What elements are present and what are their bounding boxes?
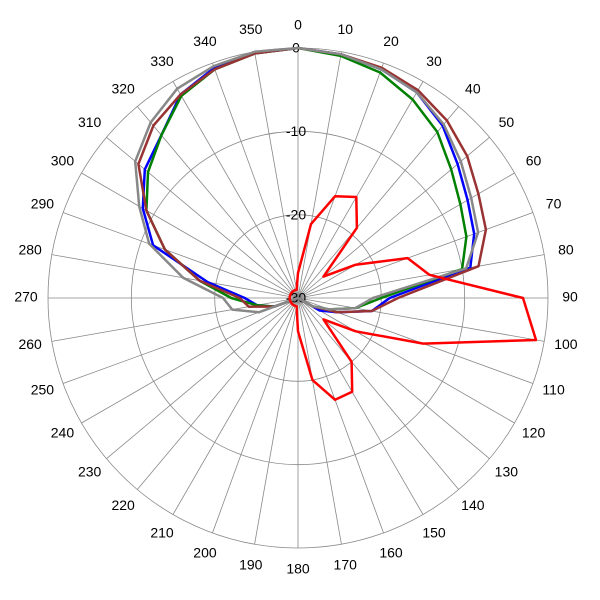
spoke [297,297,460,490]
angle-label: 220 [111,497,135,513]
angle-label: 60 [526,153,542,169]
angle-label: 80 [558,241,574,257]
spoke [297,51,342,299]
angle-label: 260 [18,336,42,352]
angle-label: 130 [495,464,519,480]
r-tick-label: -20 [286,206,306,222]
angle-label: 40 [465,80,481,96]
angle-label: 100 [554,336,578,352]
angle-label: 110 [542,382,565,398]
angle-label: 90 [562,289,578,305]
angle-label: 160 [379,544,403,560]
angle-label: 150 [422,524,446,540]
angle-label: 340 [193,33,217,49]
ring [130,130,466,466]
angle-label: 280 [18,241,42,257]
spoke [297,297,424,515]
spoke [297,106,460,299]
spoke [297,212,534,299]
angle-label: 350 [239,21,263,37]
angle-label: 0 [294,17,302,33]
spoke [254,51,299,299]
spoke [297,297,545,342]
angle-label: 210 [150,524,174,540]
angle-label: 320 [111,80,135,96]
angle-label: 330 [150,53,174,69]
spoke [297,62,384,299]
spoke [212,62,299,299]
angle-label: 180 [286,561,310,577]
angle-label: 10 [337,21,353,37]
angle-label: 300 [51,153,75,169]
angle-label: 290 [31,196,55,212]
spoke [297,297,515,424]
spoke [81,297,299,424]
angle-label: 190 [239,557,263,573]
spoke [297,81,424,299]
spoke [297,254,545,299]
spoke [297,297,490,460]
angle-label: 140 [461,497,485,513]
series-line [133,46,480,314]
angle-label: 170 [334,557,358,573]
spoke [81,172,299,299]
angle-label: 120 [522,425,546,441]
angle-label: 240 [51,425,75,441]
spoke [254,297,299,545]
series-line [145,46,468,311]
angle-label: 50 [499,114,515,130]
angle-label: 20 [383,33,399,49]
spoke [136,297,299,490]
angle-label: 230 [78,464,102,480]
angle-label: 310 [78,114,102,130]
series-line [288,194,538,402]
spoke [297,297,384,534]
spoke [212,297,299,534]
spoke [106,297,299,460]
spoke [136,106,299,299]
angle-label: 270 [14,289,38,305]
r-tick-label: -10 [286,123,306,139]
angle-label: 30 [426,53,442,69]
angle-label: 250 [31,382,55,398]
spoke [297,297,342,545]
spoke [172,81,299,299]
spoke [62,212,299,299]
angle-label: 200 [193,544,217,560]
spoke [172,297,299,515]
angle-label: 70 [546,196,562,212]
spoke [51,254,299,299]
